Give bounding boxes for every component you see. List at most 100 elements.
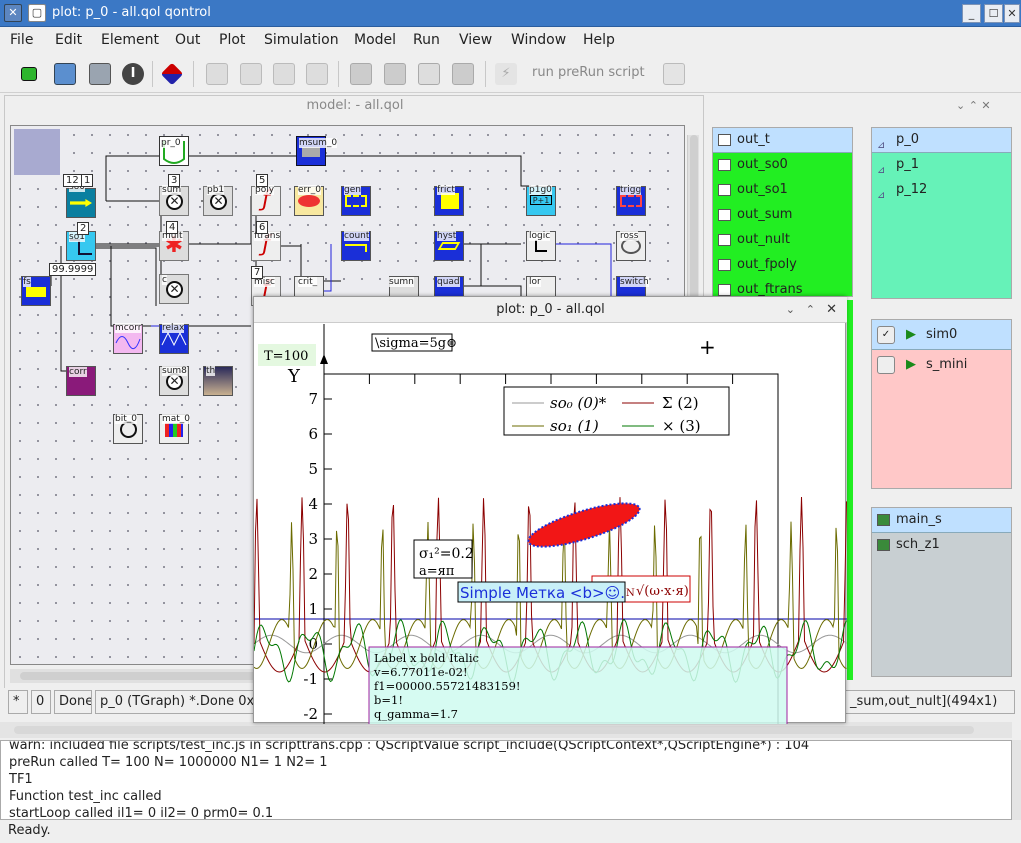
- plot-collapse-icon[interactable]: ⌄: [785, 303, 795, 316]
- block-pb1[interactable]: ✕: [203, 186, 233, 216]
- status-link-info: _sum,out_nult](494x1): [845, 690, 1015, 714]
- sim-item-sim0[interactable]: ✓ ▶ sim0: [872, 320, 1011, 350]
- block-ross-label: ross: [620, 231, 639, 241]
- block-switch-label: switch: [620, 277, 649, 287]
- block-c[interactable]: ✕: [159, 274, 189, 304]
- t-label: T=100: [264, 349, 308, 364]
- table-icon[interactable]: [418, 63, 440, 85]
- output-item-out-so0[interactable]: out_so0: [713, 153, 852, 178]
- schemes-list[interactable]: main_s sch_z1: [871, 507, 1012, 677]
- info-line-2: v=6.77011e-02!: [373, 665, 468, 679]
- plots-list[interactable]: ⊿ p_0 ⊿ p_1 ⊿ p_12: [871, 127, 1012, 299]
- minimize-button[interactable]: _: [962, 4, 981, 23]
- output-item-out-sum[interactable]: out_sum: [713, 203, 852, 228]
- block-p1g0-label: p1g0: [529, 185, 552, 195]
- plot-item-p1[interactable]: ⊿ p_1: [877, 157, 920, 176]
- run-prerun-button[interactable]: run preRun script: [532, 65, 645, 80]
- menu-help[interactable]: Help: [583, 32, 615, 48]
- scheme-item-sch-z1[interactable]: sch_z1: [872, 533, 1011, 558]
- list-icon[interactable]: [306, 63, 328, 85]
- y-tick-label: -1: [303, 670, 318, 688]
- block-sumn-label: sumn: [389, 277, 414, 287]
- scheme-icon: [877, 514, 890, 526]
- sim-item-s-mini[interactable]: ▶ s_mini: [872, 350, 1011, 380]
- open-icon[interactable]: [54, 63, 76, 85]
- close-button[interactable]: ✕: [1004, 4, 1020, 23]
- checkbox-checked-icon[interactable]: ✓: [877, 326, 895, 344]
- legend-box: [503, 386, 730, 436]
- y-tick-label: -2: [303, 705, 318, 723]
- log-line: startLoop called il1= 0 il2= 0 prm0= 0.1: [9, 806, 274, 820]
- console-scrollbar[interactable]: [1012, 740, 1021, 820]
- sims-list[interactable]: ✓ ▶ sim0 ▶ s_mini: [871, 319, 1012, 489]
- layout-icon[interactable]: [384, 63, 406, 85]
- model-window-title: model: - all.qol: [306, 98, 404, 113]
- output-item-out-so1[interactable]: out_so1: [713, 178, 852, 203]
- crosshair-cursor-icon: +: [699, 335, 716, 359]
- menu-view[interactable]: View: [459, 32, 493, 48]
- menu-element[interactable]: Element: [101, 32, 159, 48]
- sigma-annotation: σ₁²=0.2: [419, 546, 474, 562]
- info-icon[interactable]: I: [122, 63, 144, 85]
- simple-label: Simple Метка <b>☺.: [460, 584, 625, 602]
- log-console[interactable]: warn: included file scripts/test_inc.js …: [0, 740, 1012, 820]
- block-mult-label: mult: [162, 231, 183, 241]
- outputs-list[interactable]: out_t out_so0 out_so1 out_sum out_nult o…: [712, 127, 853, 297]
- add-element-icon[interactable]: [273, 63, 295, 85]
- info-line-1: Label x bold Italic: [374, 651, 479, 665]
- output-item-out-fpoly[interactable]: out_fpoly: [713, 253, 852, 278]
- window-menu-icon[interactable]: ▢: [28, 4, 46, 22]
- save-icon[interactable]: [89, 63, 111, 85]
- y-tick-label: 5: [308, 460, 318, 478]
- element-icon[interactable]: [160, 62, 184, 86]
- plot-expand-icon[interactable]: ⌃: [805, 303, 815, 316]
- output-icon: [718, 209, 731, 221]
- device-icon[interactable]: [452, 63, 474, 85]
- plot-item-p0[interactable]: ⊿ p_0: [872, 128, 1011, 153]
- plot-window[interactable]: plot: p_0 - all.qol ⌄ ⌃ ✕ T=100 \sigma=5…: [253, 296, 847, 724]
- output-item-out-t[interactable]: out_t: [713, 128, 852, 153]
- block-so1-label: so1: [69, 232, 85, 242]
- block-misc-label: misc: [254, 277, 275, 287]
- grid-icon[interactable]: [350, 63, 372, 85]
- output-item-out-ftrans[interactable]: out_ftrans: [713, 278, 852, 296]
- stop-icon[interactable]: [663, 63, 685, 85]
- new-icon[interactable]: [21, 67, 37, 81]
- scheme-item-main-s[interactable]: main_s: [872, 508, 1011, 533]
- menu-plot[interactable]: Plot: [219, 32, 246, 48]
- log-line: preRun called T= 100 N= 1000000 N1= 1 N2…: [9, 755, 328, 770]
- menu-out[interactable]: Out: [175, 32, 201, 48]
- y-tick-label: 4: [308, 495, 318, 513]
- block-c-label: c: [162, 275, 167, 285]
- run-icon[interactable]: ⚡: [495, 63, 517, 85]
- legend-so1: so₁ (1): [550, 417, 599, 435]
- plot-icon: ⊿: [877, 190, 886, 201]
- output-icon: [718, 234, 731, 246]
- block-th-label: th: [206, 366, 216, 376]
- menu-window[interactable]: Window: [511, 32, 567, 48]
- maximize-button[interactable]: ☐: [984, 4, 1003, 23]
- block-ftrans-label: ftrans: [254, 231, 281, 241]
- menu-model[interactable]: Model: [354, 32, 397, 48]
- splitter-bar[interactable]: [0, 722, 1012, 738]
- plot-item-p12[interactable]: ⊿ p_12: [877, 182, 928, 201]
- plot-close-icon[interactable]: ✕: [826, 302, 837, 317]
- status-modified: *: [8, 690, 28, 714]
- plot-window-titlebar[interactable]: plot: p_0 - all.qol ⌄ ⌃ ✕: [254, 297, 847, 323]
- link-icon[interactable]: [206, 63, 228, 85]
- edit-element-icon[interactable]: [240, 63, 262, 85]
- menu-run[interactable]: Run: [413, 32, 440, 48]
- block-poly-label: poly: [255, 185, 275, 195]
- status-count: 0: [31, 690, 51, 714]
- menu-edit[interactable]: Edit: [55, 32, 83, 48]
- block-frict-label: frict: [437, 185, 455, 195]
- block-so0[interactable]: [66, 188, 96, 218]
- checkbox-icon[interactable]: [877, 356, 895, 374]
- plot-icon: ⊿: [877, 165, 886, 176]
- output-item-out-nult[interactable]: out_nult: [713, 228, 852, 253]
- menu-simulation[interactable]: Simulation: [264, 32, 339, 48]
- sigma-label-box: [371, 333, 453, 352]
- dock-controls[interactable]: ⌄ ⌃ ✕: [956, 99, 991, 112]
- menu-file[interactable]: File: [10, 32, 34, 48]
